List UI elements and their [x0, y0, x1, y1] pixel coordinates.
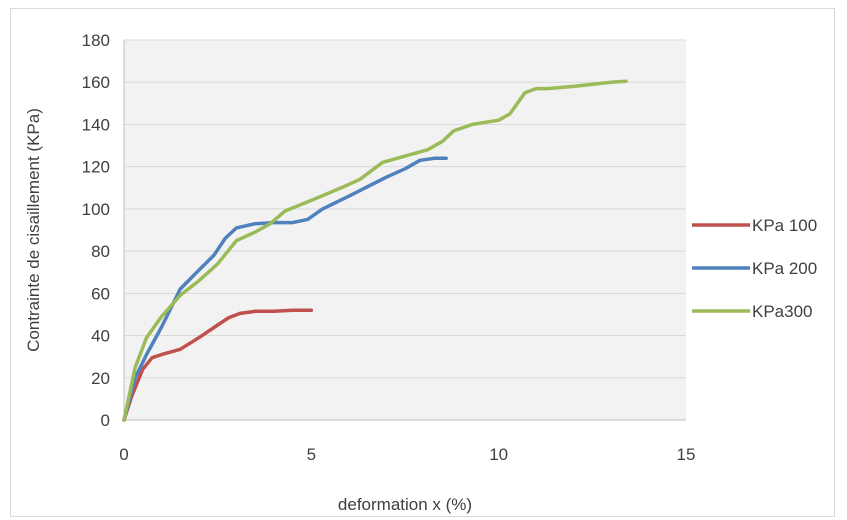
y-tick-label: 60 [91, 284, 110, 303]
series-line-1 [122, 308, 314, 422]
y-tick-label: 140 [82, 115, 110, 134]
y-tick-labels: 0 20 40 60 80 100 120 140 160 180 [82, 31, 110, 430]
x-tick-labels: 0 5 10 15 [119, 445, 695, 464]
series-line-2 [122, 156, 448, 422]
plot-area [124, 40, 686, 420]
legend: KPa 100 KPa 200 KPa300 [692, 216, 817, 321]
legend-label: KPa 100 [752, 216, 817, 235]
gridlines [123, 39, 686, 421]
y-tick-label: 20 [91, 369, 110, 388]
legend-label: KPa300 [752, 302, 813, 321]
y-tick-label: 80 [91, 242, 110, 261]
x-tick-label: 5 [307, 445, 316, 464]
series-lines [122, 79, 628, 422]
x-axis-title: deformation x (%) [338, 495, 472, 514]
y-axis-title: Contrainte de cisaillement (KPa) [24, 108, 43, 352]
y-tick-label: 0 [101, 411, 110, 430]
y-tick-label: 100 [82, 200, 110, 219]
y-tick-label: 40 [91, 327, 110, 346]
y-tick-label: 160 [82, 73, 110, 92]
x-tick-label: 10 [489, 445, 508, 464]
y-tick-label: 120 [82, 158, 110, 177]
series-line-3 [122, 79, 628, 422]
y-tick-label: 180 [82, 31, 110, 50]
x-tick-label: 0 [119, 445, 128, 464]
legend-label: KPa 200 [752, 259, 817, 278]
x-tick-label: 15 [677, 445, 696, 464]
